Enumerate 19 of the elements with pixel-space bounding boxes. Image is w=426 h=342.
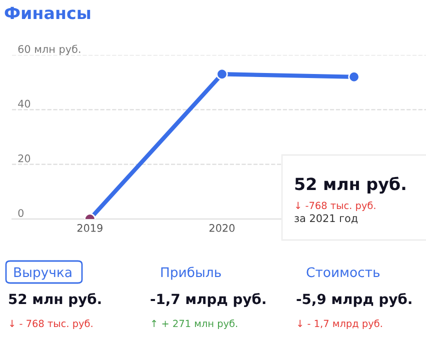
y-tick-label: 0 <box>18 209 24 217</box>
x-tick-label: 2020 <box>209 224 235 232</box>
text: ↑ + 271 млн руб. <box>152 319 238 330</box>
text: Выручка <box>14 267 72 280</box>
y-tick-label: 60 млн руб. <box>18 44 80 55</box>
chart-title: Финансы <box>4 6 90 20</box>
y-tick-label: 40 <box>18 100 30 108</box>
x-tick-label: 2019 <box>77 224 102 232</box>
y-tick-label: 20 <box>18 154 30 162</box>
annotation: ↓ -768 тыс. руб. <box>296 201 376 212</box>
text: Стоимость <box>306 267 380 278</box>
text: -5,9 млрд руб. <box>296 292 412 307</box>
annotation: за 2021 год <box>294 214 358 224</box>
annotation: 52 млн руб. <box>295 176 406 194</box>
text: ↓ - 1,7 млрд руб. <box>298 319 382 330</box>
text: 52 млн руб. <box>9 292 101 307</box>
text: ↓ - 768 тыс. руб. <box>10 319 92 330</box>
text: Прибыль <box>161 266 221 280</box>
text: -1,7 млрд руб. <box>150 292 266 307</box>
